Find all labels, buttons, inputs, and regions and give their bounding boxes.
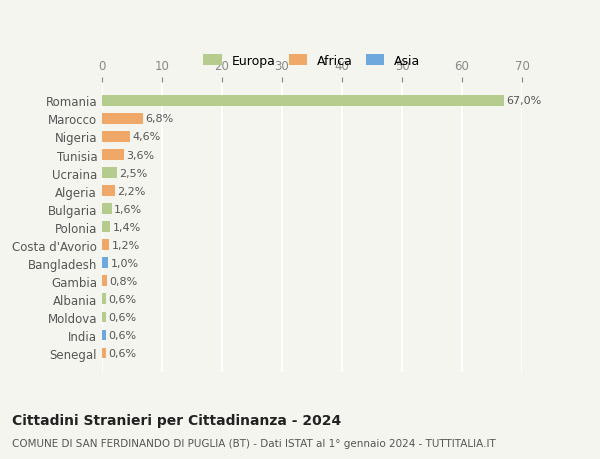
Bar: [102, 150, 124, 161]
Text: COMUNE DI SAN FERDINANDO DI PUGLIA (BT) - Dati ISTAT al 1° gennaio 2024 - TUTTIT: COMUNE DI SAN FERDINANDO DI PUGLIA (BT) …: [12, 438, 496, 448]
Bar: [102, 222, 110, 233]
Text: 2,2%: 2,2%: [118, 186, 146, 196]
Bar: [102, 240, 109, 251]
Text: 0,6%: 0,6%: [108, 312, 136, 322]
Bar: [102, 276, 107, 286]
Bar: [102, 96, 504, 106]
Bar: [102, 132, 130, 143]
Bar: [102, 258, 108, 269]
Bar: [102, 348, 106, 358]
Text: 0,6%: 0,6%: [108, 330, 136, 340]
Bar: [102, 186, 115, 196]
Bar: [102, 114, 143, 124]
Text: 4,6%: 4,6%: [132, 132, 160, 142]
Bar: [102, 168, 117, 179]
Text: 3,6%: 3,6%: [126, 150, 154, 160]
Text: 1,2%: 1,2%: [112, 240, 140, 250]
Text: 1,0%: 1,0%: [110, 258, 139, 268]
Text: 6,8%: 6,8%: [145, 114, 173, 124]
Text: 0,6%: 0,6%: [108, 348, 136, 358]
Bar: [102, 204, 112, 215]
Bar: [102, 294, 106, 305]
Text: 0,6%: 0,6%: [108, 294, 136, 304]
Legend: Europa, Africa, Asia: Europa, Africa, Asia: [197, 48, 427, 74]
Text: 1,4%: 1,4%: [113, 222, 141, 232]
Bar: [102, 330, 106, 341]
Bar: [102, 312, 106, 323]
Text: 67,0%: 67,0%: [506, 96, 542, 106]
Text: 1,6%: 1,6%: [114, 204, 142, 214]
Text: Cittadini Stranieri per Cittadinanza - 2024: Cittadini Stranieri per Cittadinanza - 2…: [12, 414, 341, 428]
Text: 0,8%: 0,8%: [109, 276, 137, 286]
Text: 2,5%: 2,5%: [119, 168, 148, 178]
